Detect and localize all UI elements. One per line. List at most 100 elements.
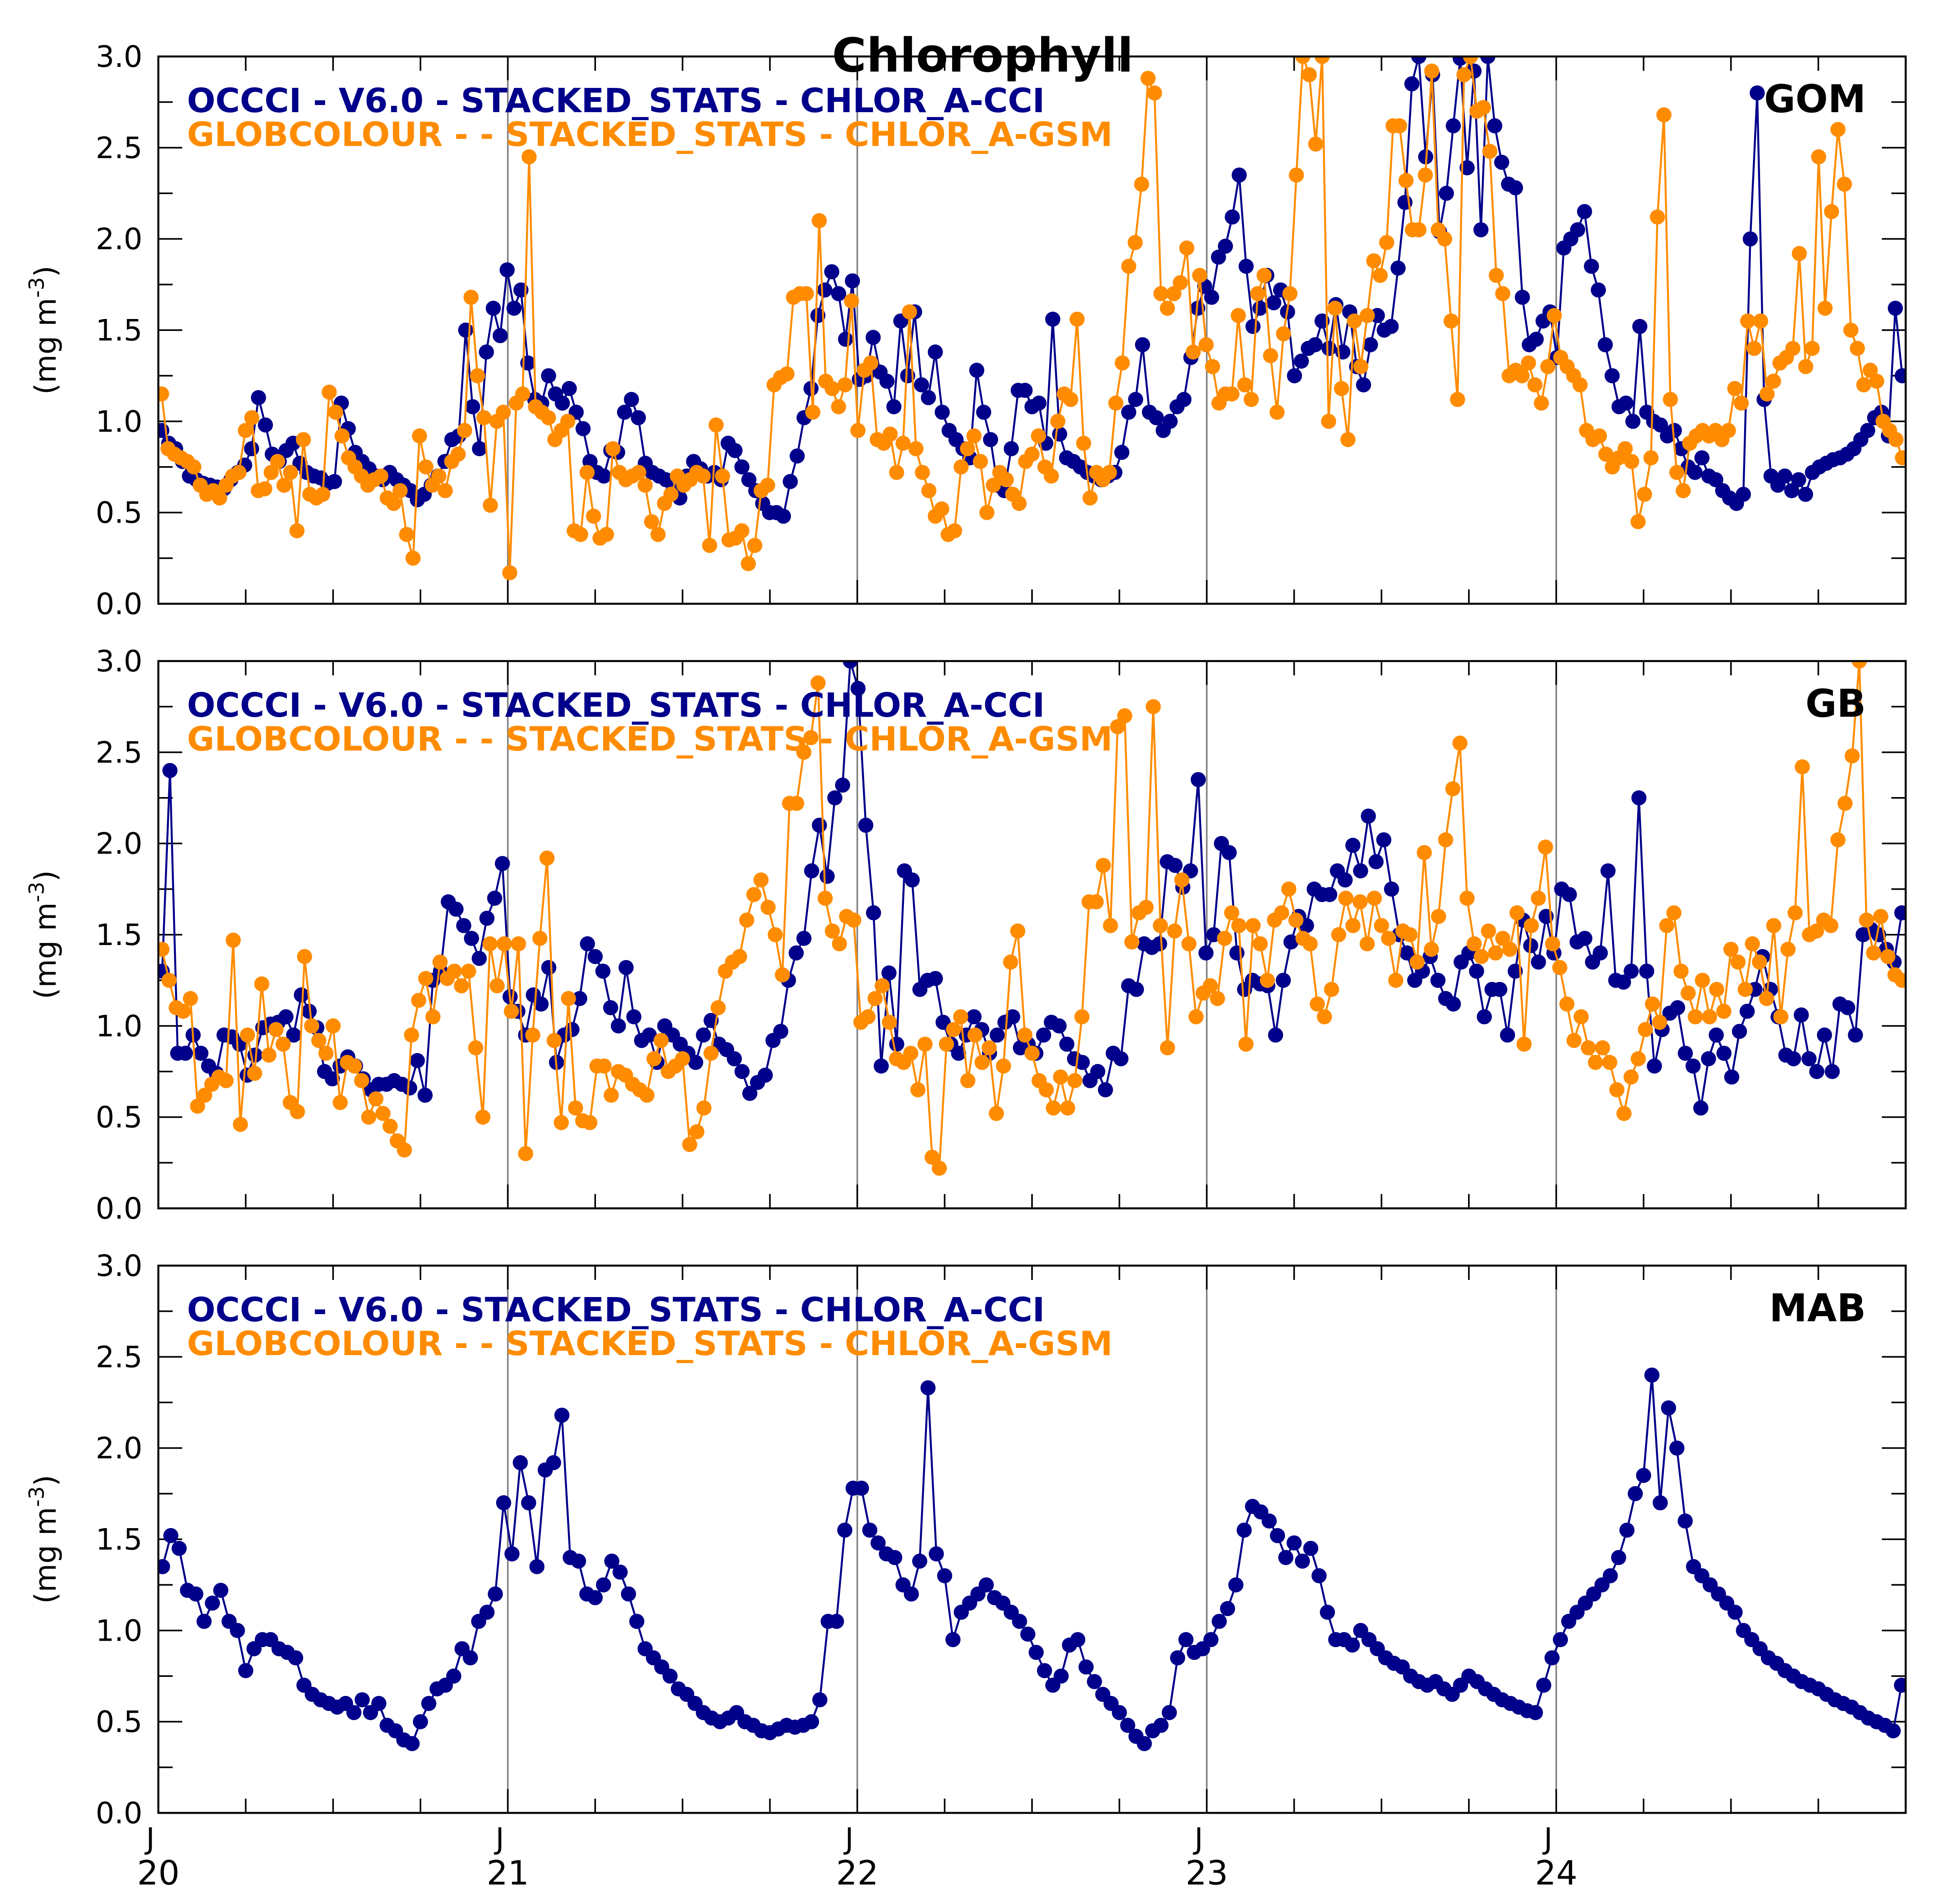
occci-point [1087,1674,1102,1689]
occci-point [835,777,850,793]
globcolour-point [1663,392,1678,407]
globcolour-point [404,1027,419,1043]
globcolour-point [263,465,279,480]
occci-point [158,1559,170,1574]
globcolour-point [296,432,311,447]
globcolour-point [1295,56,1311,64]
series-group [158,56,1906,580]
occci-point [912,1554,927,1569]
occci-point [294,987,309,1003]
globcolour-point [1450,392,1465,407]
occci-point [188,1586,204,1602]
y-tick-label: 1.0 [95,405,142,439]
occci-point [1500,1027,1515,1043]
occci-point [1052,1018,1067,1034]
x-tick-year-label: 20 [137,1853,180,1892]
globcolour-point [732,949,747,964]
y-tick-label: 3.0 [95,644,142,679]
occci-point [1245,319,1261,334]
globcolour-point [1666,905,1682,920]
globcolour-point [1482,144,1497,159]
occci-point [870,1535,886,1551]
globcolour-point [158,386,169,402]
occci-point [1411,56,1427,64]
globcolour-point [1424,63,1439,79]
occci-point [1218,239,1233,254]
globcolour-point [996,1058,1011,1074]
y-tick-label: 2.5 [95,131,142,165]
globcolour-point [703,1046,719,1061]
globcolour-point [1060,1100,1075,1116]
occci-point [1736,486,1751,502]
region-label: MAB [1769,1286,1866,1330]
globcolour-point [1238,1037,1254,1052]
occci-point [1221,845,1237,860]
occci-point [928,344,943,360]
globcolour-point [315,486,331,502]
globcolour-point [895,436,911,451]
globcolour-point [1438,832,1453,848]
globcolour-point [1866,945,1881,961]
globcolour-point [1347,313,1362,329]
globcolour-point [1476,100,1491,115]
occci-point [1229,945,1244,961]
globcolour-point [1102,465,1117,480]
globcolour-point [1531,891,1546,906]
occci-point [624,392,639,407]
occci-point [1270,1528,1285,1543]
occci-point [1036,1027,1052,1043]
occci-point [1528,1705,1543,1720]
occci-point [1669,1440,1684,1456]
globcolour-point [1566,1033,1582,1048]
globcolour-point [1445,781,1460,797]
globcolour-point [1572,377,1588,393]
occci-point [1531,954,1546,970]
globcolour-point [1895,972,1906,988]
globcolour-point [1695,972,1710,988]
globcolour-point [412,428,427,443]
occci-point [1128,392,1143,407]
globcolour-point [1017,1027,1033,1043]
occci-point [596,468,611,484]
globcolour-point [240,1027,255,1043]
globcolour-point [475,1109,491,1125]
occci-point [1653,1495,1668,1511]
globcolour-point [511,936,526,951]
globcolour-point [850,423,866,438]
y-tick-label: 1.5 [95,918,142,952]
occci-point [1045,311,1061,327]
occci-point [904,1586,919,1602]
occci-point [1631,790,1647,805]
occci-point [1894,1677,1906,1693]
occci-point [1286,1535,1302,1551]
occci-point [1739,1004,1755,1019]
occci-point [858,817,874,833]
globcolour-point [1410,954,1425,970]
globcolour-point [818,891,833,906]
globcolour-point [734,523,750,539]
globcolour-point [1359,936,1375,951]
globcolour-point [244,410,259,426]
globcolour-point [546,1033,562,1048]
globcolour-point [1160,1040,1175,1056]
occci-point [874,1058,889,1074]
occci-point [1667,423,1682,438]
occci-point [488,1586,503,1602]
globcolour-point [1859,912,1874,928]
globcolour-point [1334,381,1349,396]
occci-point [1037,1663,1052,1678]
occci-point [204,1595,220,1611]
occci-point [487,891,502,906]
occci-point [230,1623,245,1638]
globcolour-point [1160,301,1175,316]
occci-point [611,1018,626,1034]
occci-point [1476,1009,1492,1025]
globcolour-point [1108,395,1124,411]
globcolour-point [1540,359,1556,374]
globcolour-point [1811,149,1827,165]
globcolour-point [1792,246,1807,261]
globcolour-point [915,465,930,480]
globcolour-point [1402,927,1418,942]
globcolour-point [1038,1082,1054,1097]
occci-point [621,1586,636,1602]
